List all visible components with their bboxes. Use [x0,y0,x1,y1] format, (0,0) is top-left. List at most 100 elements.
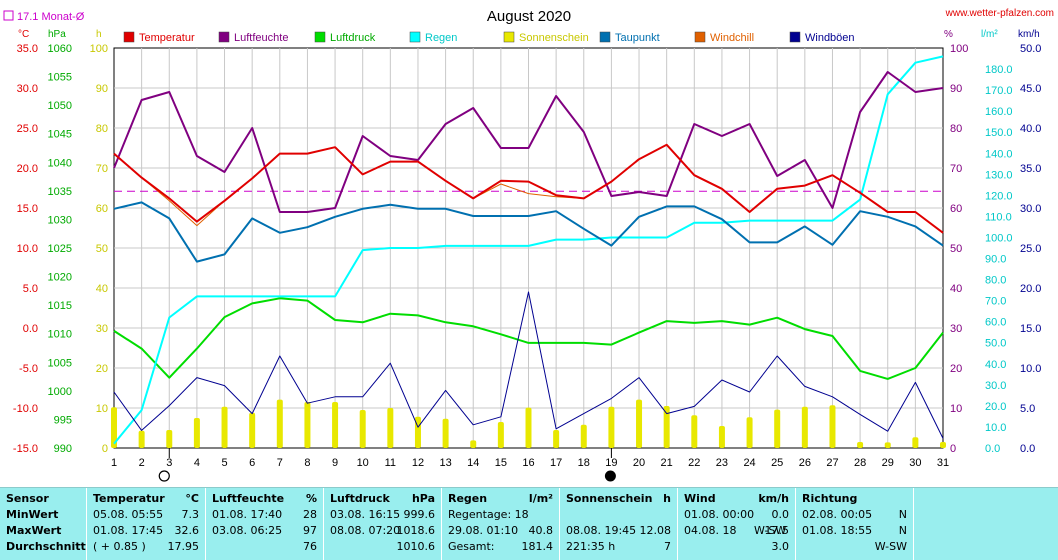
stats-wind-title: Wind [684,492,716,505]
series-line-taupunkt [113,201,944,263]
rain-axis-tick: 50.0 [985,338,1006,350]
percent-axis-tick: 50 [950,243,962,255]
legend-label-1: Luftfeuchte [234,32,288,44]
sunshine-bar [940,442,946,448]
wind-axis-tick: 20.0 [1020,283,1041,295]
wind-axis-tick: 25.0 [1020,243,1041,255]
stats-sun-max-date: 08.08. 19:45 [566,524,637,537]
unit-lm2: l/m² [981,29,998,40]
x-tick-label: 6 [249,457,255,469]
percent-axis-tick: 90 [950,83,962,95]
pressure-axis-tick: 995 [54,414,72,426]
x-tick-label: 29 [882,457,894,469]
rain-axis-tick: 40.0 [985,359,1006,371]
legend-label-7: Windböen [805,32,855,44]
x-tick-label: 3 [166,457,172,469]
wind-axis-tick: 0.0 [1020,443,1035,455]
legend-swatch-3 [409,31,421,43]
wind-axis-tick: 15.0 [1020,323,1041,335]
temp-axis-tick: 10.0 [17,243,38,255]
rain-axis-tick: 30.0 [985,380,1006,392]
percent-axis-tick: 80 [950,123,962,135]
stats-wind-max-dir: W-SW [754,524,787,537]
stats-rain-total-val: 181.4 [521,540,554,553]
pressure-axis-tick: 1050 [48,100,72,112]
sunshine-bar [829,405,836,448]
stats-dir-min-val: N [898,508,907,521]
sunshine-bar [193,418,200,448]
sunshine-bar [332,402,339,448]
stats-rain-max-date: 29.08. 01:10 [448,524,519,537]
series-line-windboeen [113,291,944,439]
legend-label-2: Luftdruck [330,32,376,44]
stats-hum-unit: % [305,492,317,505]
sunshine-bar [470,440,477,448]
x-tick-label: 25 [771,457,783,469]
temp-axis-tick: -15.0 [13,443,38,455]
x-tick-label: 11 [385,457,396,469]
temp-axis-tick: 20.0 [17,163,38,175]
hours-axis-tick: 80 [96,123,108,135]
stats-col-richtung: Richtung 02.08. 00:05 N 01.08. 18:55 N W-S… [796,488,914,560]
series-line-luftfeuchte [113,71,944,213]
temp-axis-tick: 0.0 [23,323,38,335]
axes: 1 2 3 4 5 6 7 8 9 10 11 12 13 14 15 16 17 18 19 20 21 22 23 24 2… [13,43,1041,482]
new-moon-icon [604,470,616,482]
stats-hum-max-date: 03.08. 06:25 [212,524,283,537]
hours-axis-tick: 100 [90,43,108,55]
stats-wind-avg-val: 3.0 [771,540,790,553]
stats-dir-max-date: 01.08. 18:55 [802,524,873,537]
sunshine-bar [387,408,394,448]
pressure-axis-tick: 1035 [48,186,72,198]
x-tick-label: 20 [633,457,645,469]
x-tick-label: 18 [578,457,590,469]
percent-axis-tick: 60 [950,203,962,215]
full-moon-icon [158,470,170,482]
temp-axis-tick: 35.0 [17,43,38,55]
stats-wind-unit: km/h [758,492,789,505]
sunshine-bar [746,417,753,448]
percent-axis-tick: 0 [950,443,956,455]
stats-col-luftdruck: Luftdruck hPa 03.08. 16:15 999.6 08.08. 07… [324,488,442,560]
series-lines [113,55,944,445]
sunshine-bar [663,406,670,448]
sunshine-bar [884,442,891,448]
rain-axis-tick: 110.0 [985,211,1012,223]
stats-temp-title: Temperatur [93,492,165,505]
monthly-weather-chart: 1 2 3 4 5 6 7 8 9 10 11 12 13 14 15 16 17 18 19 20 21 22 23 24 2… [3,8,1054,482]
rain-axis-tick: 0.0 [985,443,1000,455]
percent-axis-tick: 70 [950,163,962,175]
stats-sun-max-val: 12.08 [639,524,672,537]
hours-axis-tick: 50 [96,243,108,255]
rain-axis-tick: 160.0 [985,106,1013,118]
temp-axis-tick: -5.0 [19,363,38,375]
temp-axis-tick: 25.0 [17,123,38,135]
rain-axis-tick: 20.0 [985,401,1006,413]
x-tick-label: 17 [550,457,562,469]
hours-axis-tick: 0 [102,443,108,455]
legend: Temperatur Luftfeuchte Luftdruck Regen Sonne… [123,31,855,44]
pressure-axis-tick: 990 [54,443,72,455]
x-tick-label: 22 [688,457,700,469]
stats-col-temperatur: Temperatur °C 05.08. 05:55 7.3 01.08. 17:4… [87,488,206,560]
stats-rain-title: Regen [448,492,488,505]
stats-wind-min-val: 0.0 [771,508,790,521]
x-tick-label: 19 [605,457,617,469]
sunshine-bar [442,418,449,448]
legend-label-5: Taupunkt [615,32,660,44]
stats-dir-min-date: 02.08. 00:05 [802,508,873,521]
pressure-axis-tick: 1020 [48,272,72,284]
pressure-axis-tick: 1025 [48,243,72,255]
stats-temp-min-val: 7.3 [181,508,200,521]
rain-axis-tick: 120.0 [985,190,1013,202]
legend-swatch-1 [218,31,230,43]
stats-col-sensor: Sensor MinWert MaxWert Durchschnitt [0,488,87,560]
hours-axis-tick: 60 [96,203,108,215]
stats-hum-max-val: 97 [303,524,317,537]
unit-percent: % [944,29,953,40]
stats-dir-avg-val: W-SW [874,540,907,553]
sunshine-bar [497,422,504,448]
x-tick-label: 10 [357,457,369,469]
legend-label-6: Windchill [710,32,754,44]
sunshine-bar [525,407,532,448]
